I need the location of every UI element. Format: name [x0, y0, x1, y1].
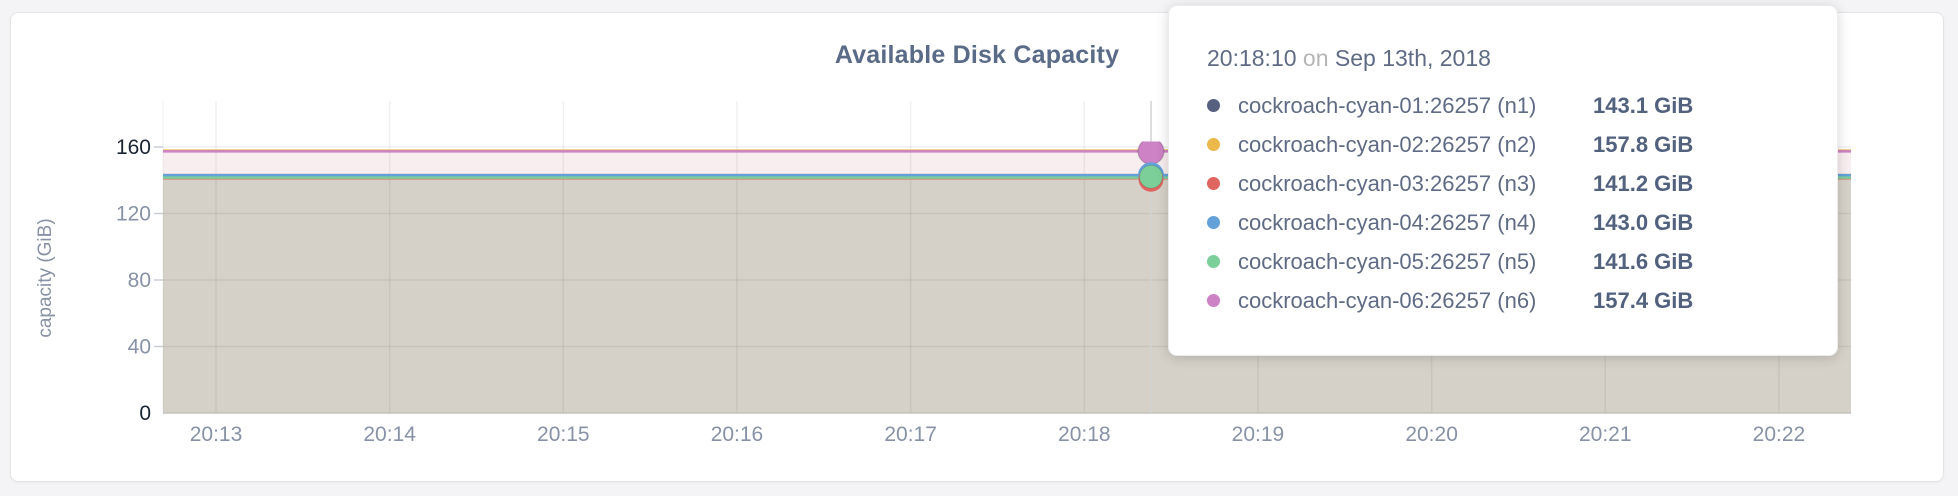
tooltip-date: Sep 13th, 2018 [1334, 45, 1491, 71]
x-tick-label: 20:18 [1058, 423, 1111, 446]
series-color-dot-icon [1207, 138, 1220, 151]
tooltip-row: cockroach-cyan-03:26257 (n3) 141.2 GiB [1207, 164, 1801, 203]
y-axis-title: capacity (GiB) [35, 218, 56, 337]
series-label: cockroach-cyan-06:26257 (n6) [1238, 287, 1537, 313]
y-tick-label: 160 [116, 136, 151, 159]
tooltip-timestamp: 20:18:10 on Sep 13th, 2018 [1207, 44, 1801, 72]
series-label: cockroach-cyan-02:26257 (n2) [1238, 131, 1537, 157]
tooltip-row: cockroach-cyan-02:26257 (n2) 157.8 GiB [1207, 125, 1801, 164]
tooltip-conjunction: on [1302, 45, 1329, 71]
x-tick-label: 20:22 [1753, 423, 1806, 446]
series-color-dot-icon [1207, 255, 1220, 268]
hover-marker-n5 [1139, 164, 1163, 189]
x-tick-label: 20:16 [711, 423, 764, 446]
tooltip-row: cockroach-cyan-06:26257 (n6) 157.4 GiB [1207, 281, 1801, 320]
y-tick-label: 0 [139, 402, 151, 425]
series-color-dot-icon [1207, 216, 1220, 229]
y-tick-label: 40 [128, 336, 151, 359]
series-value: 143.0 GiB [1593, 209, 1694, 235]
series-color-dot-icon [1207, 177, 1220, 190]
tooltip-row: cockroach-cyan-01:26257 (n1) 143.1 GiB [1207, 86, 1801, 125]
series-label: cockroach-cyan-01:26257 (n1) [1238, 92, 1537, 118]
hover-tooltip: 20:18:10 on Sep 13th, 2018 cockroach-cya… [1168, 5, 1838, 356]
series-label: cockroach-cyan-04:26257 (n4) [1238, 209, 1537, 235]
series-value: 141.6 GiB [1593, 248, 1694, 274]
x-tick-label: 20:20 [1405, 423, 1458, 446]
series-value: 141.2 GiB [1593, 170, 1694, 196]
hover-markers [1137, 141, 1165, 192]
x-tick-label: 20:13 [190, 423, 243, 446]
series-value: 157.8 GiB [1593, 131, 1694, 157]
y-tick-label: 120 [116, 203, 151, 226]
y-axis-labels: 0 40 80 120 160 [116, 136, 151, 425]
x-tick-label: 20:17 [884, 423, 937, 446]
tooltip-time: 20:18:10 [1207, 45, 1297, 71]
series-color-dot-icon [1207, 294, 1220, 307]
tooltip-row: cockroach-cyan-04:26257 (n4) 143.0 GiB [1207, 203, 1801, 242]
chart-title: Available Disk Capacity [834, 41, 1120, 69]
tooltip-series-list: cockroach-cyan-01:26257 (n1) 143.1 GiB coc… [1207, 86, 1801, 320]
tooltip-row: cockroach-cyan-05:26257 (n5) 141.6 GiB [1207, 242, 1801, 281]
hover-marker-n6 [1137, 141, 1165, 166]
series-label: cockroach-cyan-05:26257 (n5) [1238, 248, 1537, 274]
x-tick-label: 20:14 [363, 423, 416, 446]
series-color-dot-icon [1207, 99, 1220, 112]
series-value: 143.1 GiB [1593, 92, 1694, 118]
x-tick-label: 20:15 [537, 423, 590, 446]
x-tick-label: 20:21 [1579, 423, 1632, 446]
series-label: cockroach-cyan-03:26257 (n3) [1238, 170, 1537, 196]
x-tick-label: 20:19 [1232, 423, 1285, 446]
series-value: 157.4 GiB [1593, 287, 1694, 313]
y-tick-label: 80 [128, 269, 151, 292]
x-axis-labels: 20:13 20:14 20:15 20:16 20:17 20:18 20:19 20:20… [190, 423, 1806, 446]
